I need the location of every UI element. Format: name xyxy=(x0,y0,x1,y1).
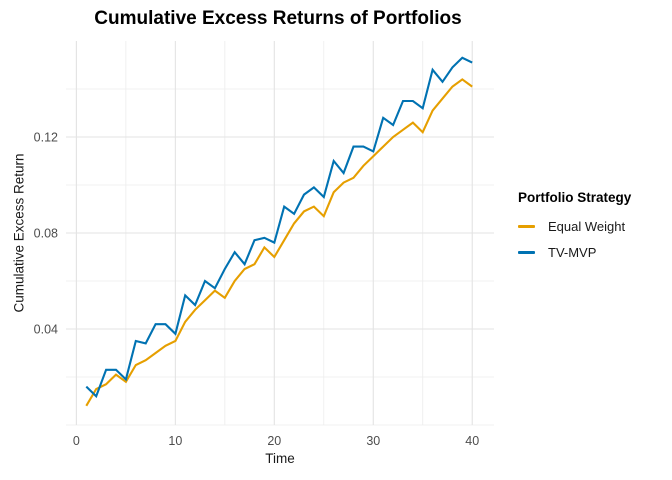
legend: Portfolio Strategy Equal Weight TV-MVP xyxy=(518,190,668,271)
legend-title: Portfolio Strategy xyxy=(518,190,632,205)
legend-item-equal-weight: Equal Weight xyxy=(518,219,668,234)
legend-item-tv-mvp: TV-MVP xyxy=(518,245,668,260)
equal-weight-line-key-icon xyxy=(518,225,535,228)
x-tick-label: 10 xyxy=(168,434,182,448)
x-tick-label: 20 xyxy=(267,434,281,448)
y-tick-label: 0.12 xyxy=(34,131,58,145)
y-tick-label: 0.04 xyxy=(34,323,58,337)
legend-label-tv-mvp: TV-MVP xyxy=(548,245,597,260)
y-tick-label: 0.08 xyxy=(34,227,58,241)
chart-title: Cumulative Excess Returns of Portfolios xyxy=(94,8,462,29)
x-tick-label: 40 xyxy=(465,434,479,448)
x-axis-title: Time xyxy=(265,451,295,466)
x-tick-label: 0 xyxy=(73,434,80,448)
series-line-equal-weight xyxy=(85,78,473,407)
x-tick-label: 30 xyxy=(366,434,380,448)
legend-label-equal-weight: Equal Weight xyxy=(548,219,626,234)
series-line-tv-mvp xyxy=(85,56,473,399)
tv-mvp-line-key-icon xyxy=(518,251,535,254)
